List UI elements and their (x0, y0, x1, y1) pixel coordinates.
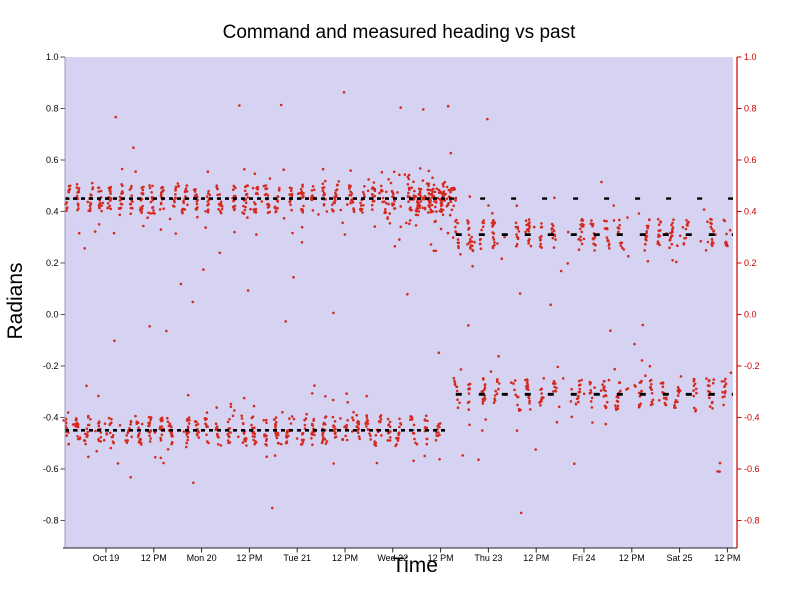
x-tick-label: Sat 25 (667, 553, 693, 563)
y-tick-label-left: -0.2 (43, 361, 59, 371)
x-tick-label: Mon 20 (187, 553, 217, 563)
x-tick-label: Wed 22 (377, 553, 408, 563)
x-tick-label: 12 PM (428, 553, 454, 563)
x-tick-label: Fri 24 (572, 553, 595, 563)
y-tick-label-left: 0.2 (46, 258, 59, 268)
x-tick-label: 12 PM (236, 553, 262, 563)
y-tick-label-left: 1.0 (46, 52, 59, 62)
x-tick-label: 12 PM (523, 553, 549, 563)
y-tick-label-right: 0.8 (744, 103, 757, 113)
x-tick-label: 12 PM (332, 553, 358, 563)
y-tick-label-right: 1.0 (744, 52, 757, 62)
y-tick-label-left: -0.8 (43, 515, 59, 525)
x-tick-label: Thu 23 (474, 553, 502, 563)
x-tick-label: Tue 21 (283, 553, 311, 563)
y-tick-label-right: -0.8 (744, 515, 760, 525)
y-tick-label-left: 0.8 (46, 103, 59, 113)
y-tick-label-right: -0.4 (744, 412, 760, 422)
x-tick-label: Oct 19 (93, 553, 120, 563)
x-axis-label: Time (392, 554, 438, 577)
command-heading-lines (65, 197, 733, 432)
chart-title: Command and measured heading vs past (222, 22, 576, 43)
y-tick-label-left: 0.0 (46, 309, 59, 319)
x-tick-label: 12 PM (141, 553, 167, 563)
y-tick-label-right: 0.4 (744, 206, 757, 216)
y-tick-label-right: 0.2 (744, 258, 757, 268)
y-tick-label-left: -0.6 (43, 464, 59, 474)
y-tick-label-right: -0.6 (744, 464, 760, 474)
y-tick-label-right: 0.6 (744, 155, 757, 165)
y-tick-label-right: -0.2 (744, 361, 760, 371)
y-tick-label-left: 0.6 (46, 155, 59, 165)
plot-background (65, 57, 733, 548)
x-tick-label: 12 PM (619, 553, 645, 563)
y-tick-label-left: 0.4 (46, 206, 59, 216)
x-tick-label: 12 PM (714, 553, 740, 563)
y-tick-label-left: -0.4 (43, 412, 59, 422)
measured-heading-points (62, 91, 733, 515)
y-tick-label-right: 0.0 (744, 309, 757, 319)
